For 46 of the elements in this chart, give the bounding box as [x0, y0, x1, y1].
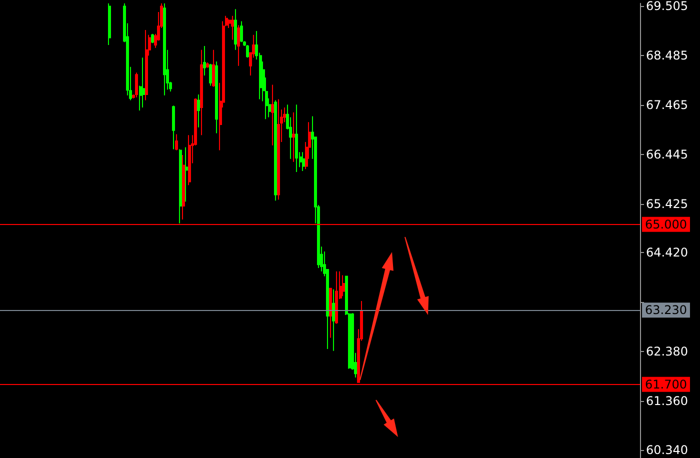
candlestick	[302, 152, 305, 172]
candlestick	[142, 57, 145, 108]
candlestick	[240, 20, 243, 43]
candlestick	[163, 2, 166, 96]
y-tick-label: 68.485	[646, 48, 688, 62]
candlestick	[145, 29, 148, 101]
candlestick	[135, 72, 138, 98]
candlestick	[295, 104, 298, 173]
candlestick	[231, 15, 234, 40]
candlestick	[108, 2, 111, 46]
ref-line-label: 63.230	[645, 303, 687, 318]
ref-line-label: 65.000	[645, 217, 687, 232]
candlestick	[206, 62, 209, 68]
candlestick	[274, 100, 277, 202]
candlestick	[335, 270, 338, 324]
candlestick	[332, 288, 335, 352]
candlestick	[197, 94, 200, 128]
candlestick	[188, 134, 191, 186]
y-tick-label: 66.445	[646, 147, 688, 162]
candlestick	[209, 63, 212, 86]
candlestick	[185, 146, 188, 202]
y-tick-label: 61.360	[646, 394, 688, 408]
candlestick	[329, 288, 332, 338]
y-tick-label: 62.380	[646, 344, 688, 358]
ref-line-label: 61.700	[645, 377, 687, 392]
candlestick	[271, 84, 274, 146]
y-tick-label: 65.425	[646, 196, 688, 211]
y-tick-label: 67.465	[646, 98, 688, 112]
candlestick	[234, 8, 237, 50]
candlestick	[215, 61, 218, 134]
candlestick	[292, 112, 295, 162]
candlestick	[246, 44, 249, 58]
candlestick	[342, 274, 345, 297]
candlestick	[277, 98, 280, 200]
candlestick	[182, 154, 185, 220]
y-tick-label: 64.420	[646, 245, 688, 260]
candlestick	[237, 24, 240, 66]
candlestick	[172, 105, 175, 150]
candlestick	[175, 134, 178, 151]
candlestick	[212, 49, 215, 88]
candlestick	[179, 148, 182, 224]
candlestick	[203, 45, 206, 76]
candlestick	[200, 49, 203, 136]
y-tick-label: 69.505	[646, 0, 688, 13]
candlestick	[151, 33, 154, 44]
y-tick-label: 60.340	[646, 443, 688, 458]
